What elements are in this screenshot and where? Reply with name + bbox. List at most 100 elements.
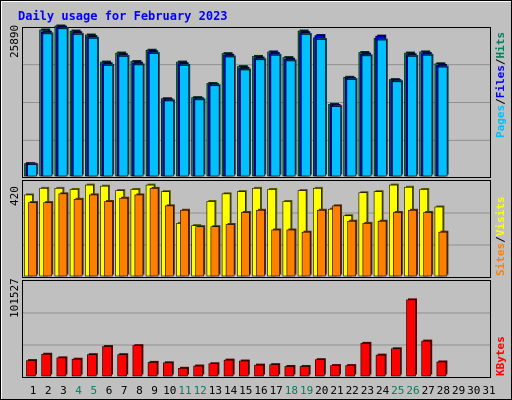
bar-sites-18-face bbox=[286, 229, 296, 277]
bar-sites-8-face bbox=[134, 194, 144, 277]
bar-kbytes-10 bbox=[163, 361, 174, 377]
x-label-day-15: 15 bbox=[239, 384, 252, 397]
x-label-day-16: 16 bbox=[254, 384, 267, 397]
x-label-day-2: 2 bbox=[45, 384, 52, 397]
x-label-day-11: 11 bbox=[178, 384, 191, 397]
legend-sites: Sites bbox=[494, 243, 507, 276]
x-label-day-25: 25 bbox=[391, 384, 404, 397]
bar-kbytes-1 bbox=[26, 359, 37, 377]
bar-sites-27-face bbox=[423, 212, 433, 277]
bar-pages-27 bbox=[422, 53, 434, 177]
bar-pages-17-face bbox=[270, 55, 281, 177]
bar-kbytes-26-face bbox=[406, 299, 416, 377]
legend-pages: Pages bbox=[494, 105, 507, 138]
x-label-day-5: 5 bbox=[90, 384, 97, 397]
bar-pages-28-face bbox=[437, 66, 448, 177]
bar-sites-25-face bbox=[392, 212, 402, 277]
legend-kbytes: KBytes bbox=[494, 336, 507, 376]
bar-sites-1-face bbox=[28, 202, 37, 277]
bar-sites-13-face bbox=[210, 226, 220, 277]
bar-kbytes-12 bbox=[193, 364, 205, 377]
legend-files: Files bbox=[494, 65, 507, 98]
bar-sites-3 bbox=[58, 192, 69, 277]
hits-files-pages-bars bbox=[24, 24, 449, 177]
bar-sites-5 bbox=[89, 193, 99, 277]
bar-pages-26 bbox=[407, 54, 419, 177]
x-label-day-28: 28 bbox=[437, 384, 450, 397]
bar-pages-20-face bbox=[316, 39, 326, 177]
x-label-day-29: 29 bbox=[452, 384, 465, 397]
bar-sites-7 bbox=[119, 196, 130, 277]
bar-pages-23 bbox=[361, 54, 373, 177]
bar-sites-20 bbox=[316, 208, 327, 277]
bar-kbytes-27 bbox=[421, 339, 433, 377]
bar-pages-24-face bbox=[376, 39, 387, 177]
bar-kbytes-22-face bbox=[345, 365, 356, 377]
chart-title: Daily usage for February 2023 bbox=[18, 9, 228, 23]
bar-sites-5-face bbox=[89, 194, 98, 277]
bar-sites-17 bbox=[271, 228, 282, 277]
bar-kbytes-25 bbox=[390, 347, 402, 377]
bar-pages-2 bbox=[42, 32, 54, 177]
bar-pages-18-face bbox=[285, 60, 296, 177]
bar-kbytes-7 bbox=[117, 353, 129, 377]
legend-hits-files-pages: Pages/Files/Hits bbox=[494, 32, 507, 138]
x-label-day-13: 13 bbox=[209, 384, 222, 397]
bar-sites-1 bbox=[28, 201, 38, 277]
bar-sites-6 bbox=[104, 200, 114, 277]
bar-kbytes-9-face bbox=[147, 362, 158, 377]
bar-kbytes-23-face bbox=[360, 343, 371, 377]
bar-kbytes-17 bbox=[269, 363, 281, 377]
bar-pages-15-face bbox=[240, 69, 250, 177]
bar-pages-6 bbox=[103, 63, 115, 177]
bar-kbytes-2-face bbox=[41, 353, 52, 377]
y-max-label-visits: 420 bbox=[8, 186, 21, 206]
bar-pages-1-face bbox=[27, 164, 38, 177]
bar-kbytes-24-face bbox=[375, 354, 386, 377]
x-label-day-21: 21 bbox=[330, 384, 343, 397]
bar-pages-15 bbox=[240, 68, 251, 177]
legend-sep-2: / bbox=[494, 58, 507, 65]
bar-pages-8 bbox=[133, 63, 145, 177]
x-label-day-10: 10 bbox=[163, 384, 176, 397]
bar-pages-1 bbox=[27, 163, 39, 177]
bar-pages-3-face bbox=[57, 28, 68, 177]
x-label-day-7: 7 bbox=[121, 384, 128, 397]
legend-visits: Visits bbox=[494, 197, 507, 237]
bar-kbytes-11-face bbox=[178, 367, 188, 377]
bar-pages-12-face bbox=[194, 99, 205, 177]
bar-kbytes-10-face bbox=[163, 362, 173, 377]
bar-sites-17-face bbox=[271, 229, 281, 277]
bar-sites-26 bbox=[408, 208, 418, 277]
bar-sites-16-face bbox=[256, 209, 265, 277]
bar-sites-21 bbox=[332, 204, 342, 277]
bar-kbytes-1-face bbox=[26, 360, 36, 377]
legend-sep-3: / bbox=[494, 236, 507, 243]
bar-pages-20 bbox=[316, 38, 327, 177]
bar-pages-25 bbox=[392, 80, 403, 177]
bar-sites-11 bbox=[180, 208, 190, 277]
bar-kbytes-18-face bbox=[284, 366, 295, 377]
bar-sites-9-face bbox=[149, 188, 159, 277]
bar-sites-10 bbox=[165, 204, 175, 277]
bar-pages-21 bbox=[331, 105, 343, 177]
bar-sites-4-face bbox=[73, 199, 83, 277]
x-label-day-23: 23 bbox=[361, 384, 374, 397]
bar-kbytes-16-face bbox=[254, 364, 264, 377]
bar-sites-25 bbox=[392, 210, 403, 277]
panel-visits-sites bbox=[22, 180, 491, 278]
bar-pages-27-face bbox=[422, 55, 433, 177]
bar-kbytes-27-face bbox=[421, 340, 432, 377]
bar-sites-10-face bbox=[165, 205, 174, 277]
bar-pages-8-face bbox=[133, 64, 144, 177]
visits-sites-bars bbox=[24, 183, 449, 277]
bar-sites-26-face bbox=[408, 209, 417, 277]
bar-kbytes-12-face bbox=[193, 365, 203, 377]
bar-kbytes-19-face bbox=[299, 366, 310, 377]
bar-sites-24-face bbox=[377, 220, 387, 277]
bar-pages-13-face bbox=[209, 85, 220, 177]
bar-kbytes-17-face bbox=[269, 364, 280, 377]
bar-pages-2-face bbox=[42, 33, 53, 177]
bar-kbytes-19 bbox=[299, 364, 311, 377]
